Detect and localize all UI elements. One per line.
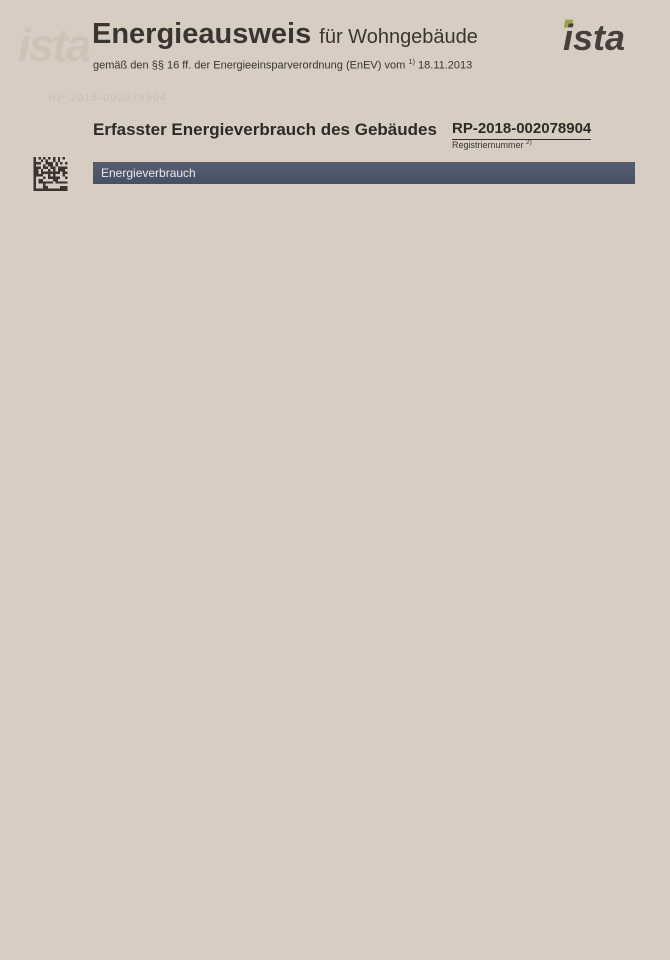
svg-text:ista: ista — [563, 17, 625, 58]
